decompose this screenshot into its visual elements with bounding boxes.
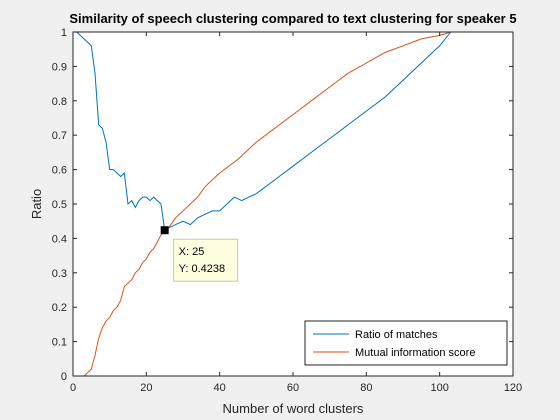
y-tick-label: 0.1 — [52, 337, 67, 349]
legend-label-2: Mutual information score — [355, 347, 475, 359]
datatip-marker[interactable] — [160, 226, 169, 235]
series-line-2 — [76, 31, 451, 377]
chart-title: Similarity of speech clustering compared… — [69, 11, 516, 26]
plot-area — [73, 32, 513, 376]
datatip[interactable]: X: 25 Y: 0.4238 — [160, 226, 239, 282]
x-tick-label: 40 — [214, 382, 226, 394]
y-tick-label: 0.3 — [52, 268, 67, 280]
datatip-x-text: X: 25 — [179, 246, 205, 258]
datatip-box — [173, 238, 239, 282]
x-axis-label: Number of word clusters — [223, 401, 364, 416]
datatip-y-text: Y: 0.4238 — [179, 263, 226, 275]
x-tick-label: 120 — [504, 382, 522, 394]
x-tick-label: 60 — [287, 382, 299, 394]
x-tick-label: 20 — [140, 382, 152, 394]
y-tick-label: 0.9 — [52, 61, 67, 73]
legend[interactable]: Ratio of matches Mutual information score — [304, 320, 508, 366]
y-tick-label: 0.6 — [52, 165, 67, 177]
legend-box — [304, 320, 508, 366]
x-tick-label: 80 — [360, 382, 372, 394]
x-tick-label: 0 — [70, 382, 76, 394]
y-tick-label: 0.5 — [52, 199, 67, 211]
y-axis-label: Ratio — [29, 189, 44, 219]
y-tick-label: 0.4 — [52, 233, 67, 245]
y-tick-label: 1 — [61, 27, 67, 39]
x-tick-label: 100 — [430, 382, 448, 394]
y-tick-label: 0 — [61, 371, 67, 383]
legend-label-1: Ratio of matches — [355, 329, 438, 341]
y-tick-label: 0.8 — [52, 96, 67, 108]
y-tick-label: 0.7 — [52, 130, 67, 142]
y-tick-label: 0.2 — [52, 302, 67, 314]
